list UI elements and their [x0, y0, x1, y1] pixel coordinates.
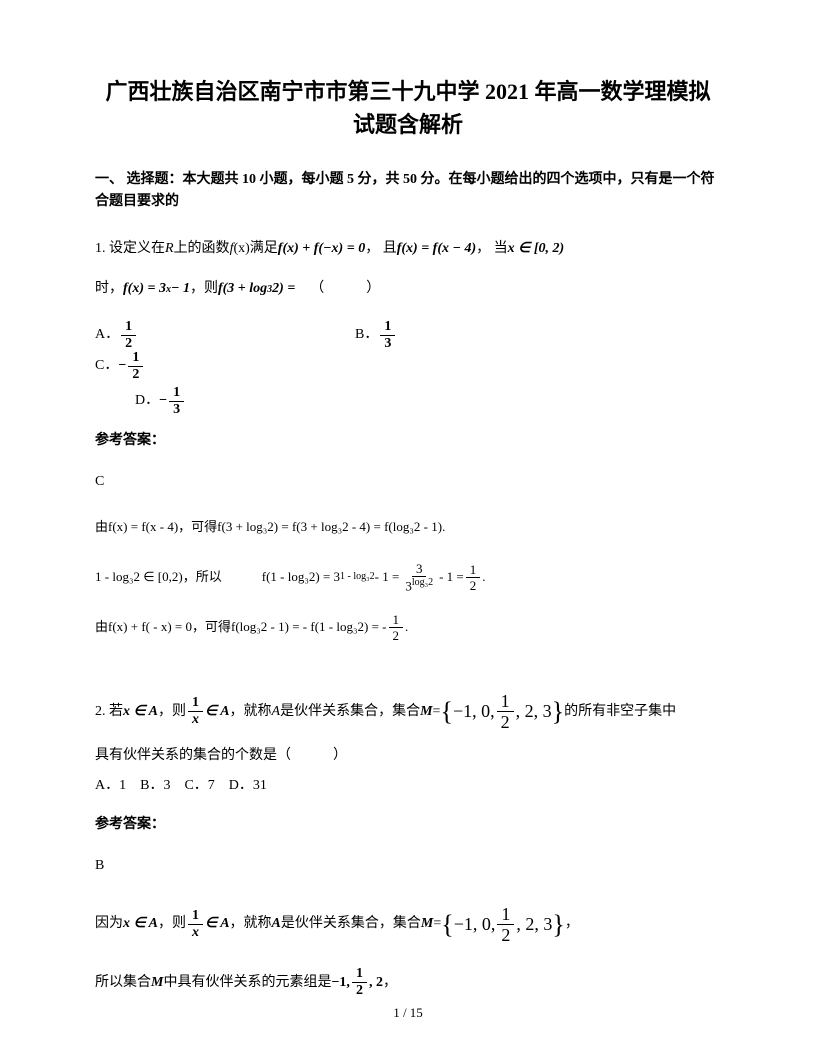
expr: f(x) + f(−x) = 0	[278, 234, 365, 265]
text: 上的函数	[174, 234, 230, 265]
q1-options-row2: D． − 13	[95, 386, 721, 418]
set-M2: {−1, 0, 12, 2, 3}	[441, 896, 565, 953]
answer: C	[95, 467, 721, 498]
q2-options: A．1 B．3 C．7 D．31	[95, 771, 721, 802]
q2-line1: 2. 若 x ∈ A ，则 1x ∈ A ，就称 A 是伙伴关系集合，集合 M …	[95, 683, 721, 740]
q1-sol-line3: 由 f(x) + f( - x) = 0 ，可得 f(log₃2 - 1) = …	[95, 611, 721, 643]
option-a: A． 12	[95, 320, 295, 351]
var-x: (x)	[233, 234, 249, 265]
option-b: B． 13	[355, 320, 555, 351]
exam-title: 广西壮族自治区南宁市市第三十九中学 2021 年高一数学理模拟试题含解析	[95, 75, 721, 141]
expr: f(x) = 3x − 1	[123, 274, 190, 305]
expr: x ∈ [0, 2)	[508, 234, 565, 265]
q1-options-row1: A． 12 B． 13 C． − 12	[95, 320, 721, 382]
q2-sol-line1: 因为 x ∈ A ，则 1x ∈ A ，就称 A 是伙伴关系集合，集合 M = …	[95, 896, 721, 953]
answer-label: 参考答案：	[95, 426, 721, 457]
question-1: 1. 设定义在 R 上的函数 f (x) 满足 f(x) + f(−x) = 0…	[95, 234, 721, 644]
answer-label: 参考答案：	[95, 810, 721, 841]
section-header: 一、 选择题：本大题共 10 小题，每小题 5 分，共 50 分。在每小题给出的…	[95, 169, 721, 214]
q1-line2: 时， f(x) = 3x − 1 ，则 f(3 + log3 2) = （ ）	[95, 274, 721, 306]
paren: （ ）	[310, 274, 380, 305]
text: 1. 设定义在	[95, 234, 165, 265]
option-d: D． − 13	[135, 386, 186, 417]
text: 时，	[95, 274, 123, 305]
q1-sol-line2: 1 - log₃2 ∈ [0,2) ，所以 f(1 - log₃2) = 31 …	[95, 561, 721, 593]
q1-sol-line1: 由 f(x) = f(x - 4) ，可得 f(3 + log₃2) = f(3…	[95, 511, 721, 543]
page-number: 1 / 15	[0, 1005, 816, 1021]
text: ， 当	[476, 234, 508, 265]
expr: f(3 + log3 2) =	[218, 274, 295, 305]
var-R: R	[165, 234, 174, 265]
question-2: 2. 若 x ∈ A ，则 1x ∈ A ，就称 A 是伙伴关系集合，集合 M …	[95, 683, 721, 999]
text: 满足	[250, 234, 278, 265]
q1-line1: 1. 设定义在 R 上的函数 f (x) 满足 f(x) + f(−x) = 0…	[95, 234, 721, 266]
text: ，则	[190, 274, 218, 305]
answer: B	[95, 851, 721, 882]
page-content: 广西壮族自治区南宁市市第三十九中学 2021 年高一数学理模拟试题含解析 一、 …	[0, 0, 816, 1055]
text: ， 且	[365, 234, 397, 265]
option-c: C． − 12	[95, 351, 145, 382]
set-M: {−1, 0, 12, 2, 3}	[440, 683, 564, 740]
q2-line2: 具有伙伴关系的集合的个数是（ ）	[95, 741, 721, 772]
elements: −1, 12, 2	[331, 967, 382, 998]
text: 2. 若	[95, 697, 123, 728]
expr: f(x) = f(x − 4)	[397, 234, 476, 265]
q2-sol-line2: 所以集合 M 中具有伙伴关系的元素组是 −1, 12, 2 ，	[95, 967, 721, 999]
